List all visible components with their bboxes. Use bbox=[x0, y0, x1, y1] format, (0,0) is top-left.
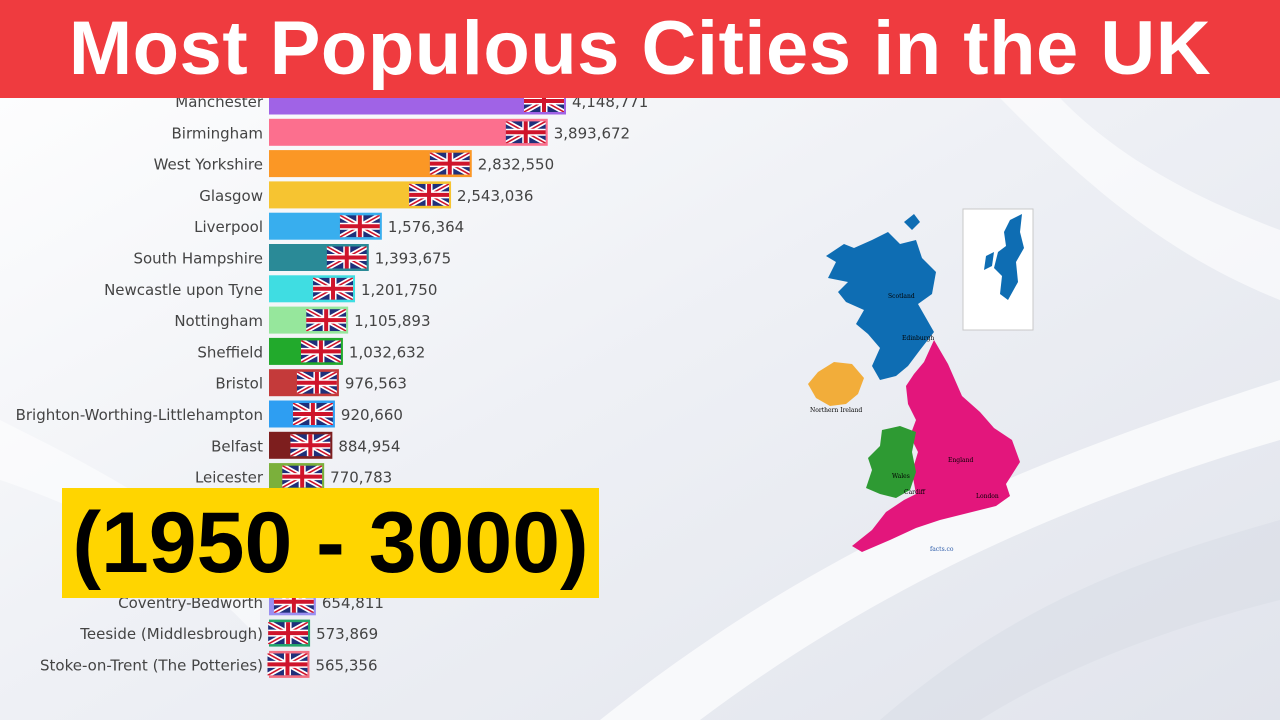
value-label: 1,393,675 bbox=[375, 250, 451, 268]
uk-flag-icon bbox=[267, 653, 307, 675]
uk-flag-icon bbox=[506, 121, 546, 143]
value-label: 654,811 bbox=[322, 594, 384, 612]
category-label: Coventry-Bedworth bbox=[118, 594, 263, 612]
bar-row: Liverpool 1,576,364 bbox=[194, 213, 464, 240]
uk-flag-icon bbox=[327, 247, 367, 269]
bar-row: Bristol 976,563 bbox=[215, 369, 407, 396]
category-label: Belfast bbox=[211, 437, 263, 455]
bar-row: Brighton-Worthing-Littlehampton 920,660 bbox=[16, 401, 403, 428]
uk-flag-icon bbox=[297, 372, 337, 394]
category-label: Brighton-Worthing-Littlehampton bbox=[16, 406, 263, 424]
category-label: Stoke-on-Trent (The Potteries) bbox=[40, 656, 263, 674]
value-label: 573,869 bbox=[316, 625, 378, 643]
uk-flag-icon bbox=[340, 215, 380, 237]
category-label: Leicester bbox=[195, 469, 264, 487]
wales-shape bbox=[866, 426, 916, 498]
category-label: Nottingham bbox=[174, 312, 263, 330]
bar-row: Sheffield 1,032,632 bbox=[197, 338, 425, 365]
value-label: 1,032,632 bbox=[349, 343, 425, 361]
uk-flag-icon bbox=[282, 466, 322, 488]
value-label: 2,832,550 bbox=[478, 156, 554, 174]
uk-flag-icon bbox=[290, 434, 330, 456]
map-label-northern-ireland: Northern Ireland bbox=[810, 407, 862, 414]
value-label: 1,576,364 bbox=[388, 218, 464, 236]
value-label: 770,783 bbox=[330, 469, 392, 487]
value-label: 976,563 bbox=[345, 375, 407, 393]
bar-row: Belfast 884,954 bbox=[211, 432, 400, 459]
value-label: 1,201,750 bbox=[361, 281, 437, 299]
year-range: (1950 - 3000) bbox=[72, 495, 589, 591]
map-label-scotland: Scotland bbox=[888, 293, 915, 300]
bar bbox=[269, 118, 548, 146]
map-label-england: England bbox=[948, 457, 973, 464]
category-label: Glasgow bbox=[199, 187, 263, 205]
northern-ireland-shape bbox=[808, 362, 864, 406]
uk-flag-icon bbox=[293, 403, 333, 425]
value-label: 920,660 bbox=[341, 406, 403, 424]
value-label: 565,356 bbox=[315, 656, 377, 674]
uk-flag-icon bbox=[409, 184, 449, 206]
year-range-box: (1950 - 3000) bbox=[62, 488, 599, 598]
uk-flag-icon bbox=[301, 340, 341, 362]
map-label-wales: Wales bbox=[892, 473, 910, 480]
banner-title: Most Populous Cities in the UK bbox=[68, 6, 1212, 91]
bar-row: Stoke-on-Trent (The Potteries) 565,356 bbox=[40, 651, 378, 678]
bar-row: Teeside (Middlesbrough) 573,869 bbox=[79, 620, 378, 647]
bar-row: Coventry-Bedworth 654,811 bbox=[118, 588, 384, 615]
bar-row: South Hampshire 1,393,675 bbox=[133, 244, 451, 271]
category-label: Liverpool bbox=[194, 218, 263, 236]
category-label: South Hampshire bbox=[133, 250, 263, 268]
bar-row: Birmingham 3,893,672 bbox=[172, 118, 630, 146]
category-label: West Yorkshire bbox=[154, 156, 263, 174]
value-label: 884,954 bbox=[338, 437, 400, 455]
uk-flag-icon bbox=[430, 153, 470, 175]
category-label: Newcastle upon Tyne bbox=[104, 281, 263, 299]
value-label: 3,893,672 bbox=[554, 124, 630, 142]
bar-row: Glasgow 2,543,036 bbox=[199, 181, 533, 208]
title-banner: Most Populous Cities in the UK bbox=[0, 0, 1280, 98]
scotland-shape bbox=[826, 232, 936, 380]
map-label-cardiff: Cardiff bbox=[904, 489, 926, 496]
bar-row: Leicester 770,783 bbox=[195, 463, 392, 490]
map-label-edinburgh: Edinburgh bbox=[902, 335, 934, 342]
uk-flag-icon bbox=[306, 309, 346, 331]
bar-row: Nottingham 1,105,893 bbox=[174, 307, 431, 334]
uk-map: Scotland Edinburgh Northern Ireland Wale… bbox=[808, 208, 1034, 553]
shetland-inset bbox=[962, 208, 1034, 331]
england-shape bbox=[852, 340, 1020, 552]
map-label-london: London bbox=[976, 493, 999, 500]
uk-flag-icon bbox=[268, 622, 308, 644]
uk-flag-icon bbox=[313, 278, 353, 300]
bar-row: Newcastle upon Tyne 1,201,750 bbox=[104, 275, 437, 302]
category-label: Bristol bbox=[215, 375, 263, 393]
value-label: 1,105,893 bbox=[354, 312, 430, 330]
category-label: Teeside (Middlesbrough) bbox=[79, 625, 263, 643]
map-credit: facts.co bbox=[930, 546, 954, 553]
category-label: Sheffield bbox=[197, 343, 263, 361]
bar-row: West Yorkshire 2,832,550 bbox=[154, 150, 554, 177]
value-label: 2,543,036 bbox=[457, 187, 533, 205]
category-label: Birmingham bbox=[172, 124, 263, 142]
